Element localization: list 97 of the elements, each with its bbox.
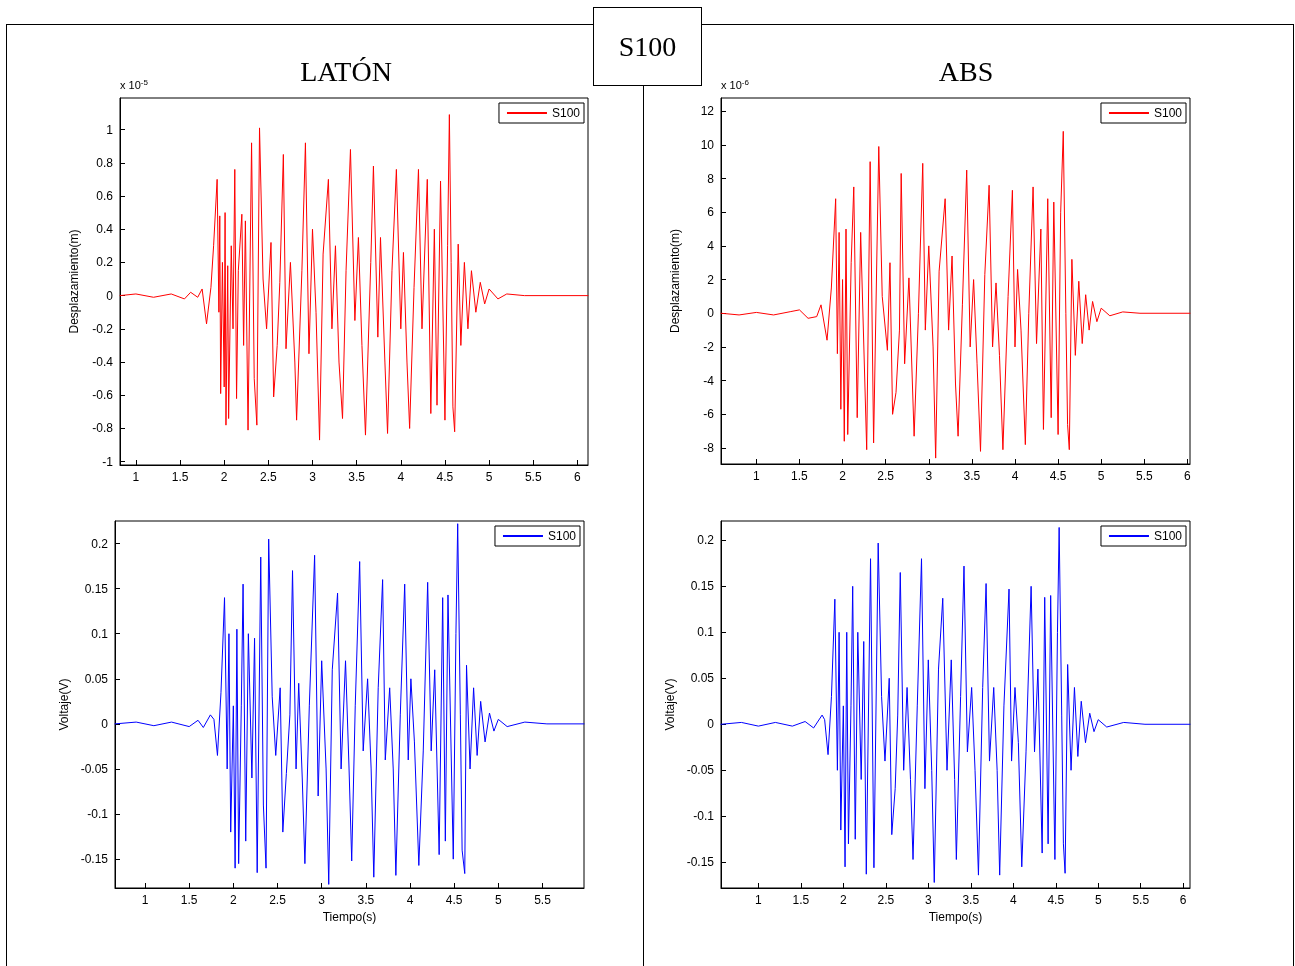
y-tick-label: 0.05: [690, 671, 715, 686]
y-tick-label: 0.15: [84, 581, 109, 596]
y-tick-label: -0.4: [92, 355, 114, 370]
x-tick-label: 1.5: [171, 470, 189, 484]
x-tick-label: 4.5: [445, 893, 463, 907]
x-tick-label: 3: [309, 470, 317, 484]
line-series: [720, 130, 1191, 459]
y-tick-label: 4: [707, 238, 715, 253]
x-tick-label: 1: [755, 893, 763, 907]
y-tick-label: -0.1: [87, 807, 109, 822]
x-tick-label: 1: [132, 470, 140, 484]
x-tick-label: 1: [141, 893, 149, 907]
y-tick-label: -0.1: [693, 809, 715, 824]
x-axis-title: Tiempo(s): [928, 909, 983, 924]
y-tick-label: 0.4: [96, 222, 114, 237]
x-tick-label: 3.5: [963, 469, 981, 483]
y-tick-label: 0.2: [96, 255, 114, 270]
x-tick-label: 5: [1097, 469, 1105, 483]
y-tick-label: 0.1: [697, 625, 715, 640]
y-axis-title: Desplazamiento(m): [668, 228, 682, 334]
x-tick-label: 1: [753, 469, 760, 483]
y-tick-label: 0.2: [91, 536, 109, 551]
legend-label: S100: [551, 106, 581, 120]
x-tick-label: 2.5: [260, 470, 278, 484]
y-tick-label: -4: [703, 373, 715, 388]
x-tick-label: 2.5: [269, 893, 287, 907]
x-tick-label: 4: [1009, 893, 1017, 907]
y-tick-label: -2: [703, 339, 715, 354]
y-tick-label: -8: [703, 441, 715, 455]
y-tick-label: 0: [106, 288, 114, 303]
chart-title: ABS: [938, 55, 994, 87]
line-series: [720, 526, 1191, 883]
x-tick-label: 2: [839, 469, 847, 483]
y-tick-label: 0.05: [84, 671, 109, 686]
y-tick-label: 0: [707, 717, 715, 732]
y-tick-label: 0.1: [91, 626, 109, 641]
legend-label: S100: [1153, 106, 1183, 120]
y-tick-label: -0.6: [92, 388, 114, 403]
y-tick-label: -0.8: [92, 421, 114, 436]
legend-label: S100: [547, 529, 577, 543]
x-tick-label: 3: [925, 469, 933, 483]
y-axis-title: Voltaje(V): [56, 678, 71, 731]
x-tick-label: 2: [230, 893, 238, 907]
x-tick-label: 2.5: [877, 893, 895, 907]
y-tick-label: -0.2: [92, 321, 114, 336]
chart-title: LATÓN: [300, 55, 392, 87]
y-tick-label: -0.15: [686, 855, 715, 870]
y-tick-label: 10: [700, 137, 715, 152]
y-tick-label: -0.05: [686, 763, 715, 778]
x-tick-label: 3.5: [357, 893, 375, 907]
y-tick-label: 0.15: [690, 579, 715, 594]
x-tick-label: 6: [574, 470, 582, 484]
x-tick-label: 3.5: [962, 893, 980, 907]
x-tick-label: 4.5: [1047, 893, 1065, 907]
x-tick-label: 4: [406, 893, 414, 907]
x-tick-label: 5.5: [534, 893, 552, 907]
x-tick-label: 3: [318, 893, 326, 907]
x-tick-label: 6: [1179, 893, 1187, 907]
y-tick-label: 1: [106, 122, 114, 137]
x-tick-label: 3: [924, 893, 932, 907]
y-tick-label: 6: [707, 205, 715, 220]
x-tick-label: 1.5: [791, 469, 809, 483]
x-tick-label: 2: [220, 470, 228, 484]
x-tick-label: 4: [1011, 469, 1019, 483]
legend-label: S100: [1153, 529, 1183, 543]
x-tick-label: 4.5: [1049, 469, 1067, 483]
line-series: [114, 523, 585, 885]
y-axis-title: Voltaje(V): [662, 678, 677, 731]
x-tick-label: 5.5: [524, 470, 542, 484]
x-tick-label: 3.5: [348, 470, 366, 484]
y-tick-label: 0.8: [96, 155, 114, 170]
x-tick-label: 4.5: [436, 470, 454, 484]
x-tick-label: 1.5: [792, 893, 810, 907]
x-tick-label: 2: [840, 893, 847, 907]
y-tick-label: -0.15: [80, 852, 109, 867]
x-tick-label: 5: [494, 893, 502, 907]
y-tick-label: -6: [703, 407, 715, 422]
y-tick-label: 12: [700, 104, 715, 119]
x-tick-label: 4: [397, 470, 405, 484]
y-tick-label: -1: [102, 454, 114, 469]
y-axis-title: Desplazamiento(m): [67, 229, 81, 334]
x-tick-label: 5: [485, 470, 493, 484]
y-tick-label: 0: [101, 716, 109, 731]
y-tick-label: 8: [707, 171, 715, 186]
y-tick-label: 2: [707, 272, 715, 287]
y-tick-label: -0.05: [80, 761, 109, 776]
x-tick-label: 5: [1094, 893, 1102, 907]
y-tick-label: 0: [707, 306, 715, 321]
y-tick-label: 0.2: [697, 533, 715, 548]
x-tick-label: 6: [1184, 469, 1192, 483]
x-tick-label: 2.5: [877, 469, 895, 483]
y-tick-label: 0.6: [96, 188, 114, 203]
x-tick-label: 5.5: [1135, 469, 1153, 483]
x-axis-title: Tiempo(s): [322, 909, 377, 924]
x-tick-label: 5.5: [1132, 893, 1150, 907]
x-tick-label: 1.5: [180, 893, 198, 907]
heading-box: S100: [593, 7, 702, 86]
